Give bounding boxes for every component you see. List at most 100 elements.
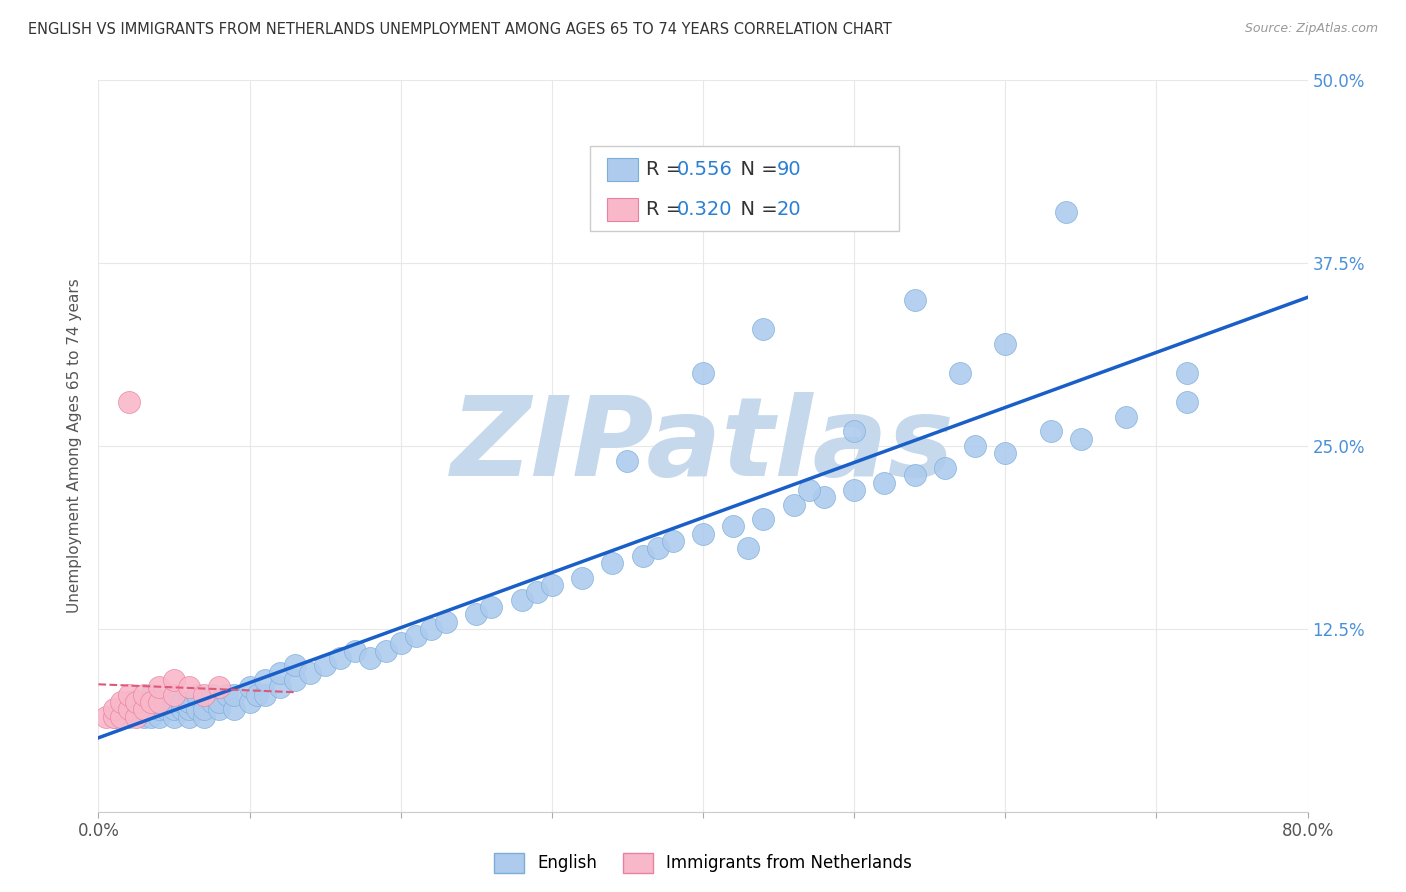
Text: 90: 90 xyxy=(778,161,801,179)
Point xyxy=(540,578,562,592)
Point xyxy=(360,651,382,665)
Point xyxy=(405,629,427,643)
Text: N =: N = xyxy=(728,161,783,179)
Point xyxy=(163,709,186,723)
Point xyxy=(571,571,593,585)
Point xyxy=(844,425,866,439)
Point xyxy=(94,709,117,723)
Point xyxy=(148,709,170,723)
Point xyxy=(239,695,262,709)
Point xyxy=(314,658,336,673)
Point xyxy=(269,681,291,695)
Point xyxy=(179,681,201,695)
Point xyxy=(132,709,155,723)
Text: ENGLISH VS IMMIGRANTS FROM NETHERLANDS UNEMPLOYMENT AMONG AGES 65 TO 74 YEARS CO: ENGLISH VS IMMIGRANTS FROM NETHERLANDS U… xyxy=(28,22,891,37)
Point xyxy=(1070,432,1092,446)
Point xyxy=(723,519,745,533)
Point xyxy=(215,688,238,702)
Point xyxy=(737,541,759,556)
Point xyxy=(434,615,457,629)
Point xyxy=(253,673,276,687)
Point xyxy=(616,453,638,467)
Point xyxy=(110,709,132,723)
Point xyxy=(193,688,215,702)
Point xyxy=(132,695,155,709)
Text: 0.556: 0.556 xyxy=(678,161,733,179)
Point xyxy=(246,688,269,702)
Point xyxy=(148,695,170,709)
Point xyxy=(994,336,1017,351)
Point xyxy=(118,395,141,409)
Text: ZIPatlas: ZIPatlas xyxy=(451,392,955,500)
Y-axis label: Unemployment Among Ages 65 to 74 years: Unemployment Among Ages 65 to 74 years xyxy=(67,278,83,614)
Point xyxy=(118,702,141,716)
Point xyxy=(201,688,224,702)
Point xyxy=(103,702,125,716)
Point xyxy=(510,592,533,607)
Point xyxy=(125,695,148,709)
Point xyxy=(163,695,186,709)
Text: Source: ZipAtlas.com: Source: ZipAtlas.com xyxy=(1244,22,1378,36)
Point xyxy=(103,709,125,723)
Point xyxy=(481,599,503,614)
Point xyxy=(208,702,231,716)
Point xyxy=(299,665,322,680)
Point xyxy=(208,681,231,695)
Point xyxy=(1039,425,1062,439)
Point xyxy=(752,512,775,526)
Point xyxy=(904,468,927,483)
Text: R =: R = xyxy=(647,200,689,219)
Point xyxy=(752,322,775,336)
Point xyxy=(118,709,141,723)
Point xyxy=(103,709,125,723)
Text: R =: R = xyxy=(647,161,689,179)
Point xyxy=(141,695,163,709)
Point xyxy=(148,681,170,695)
Point xyxy=(186,688,208,702)
Text: N =: N = xyxy=(728,200,783,219)
Point xyxy=(110,695,132,709)
Point xyxy=(125,709,148,723)
Point xyxy=(141,688,163,702)
Point xyxy=(208,695,231,709)
Point xyxy=(647,541,669,556)
Text: 20: 20 xyxy=(778,200,801,219)
Point xyxy=(904,293,927,307)
Point xyxy=(224,688,246,702)
Point xyxy=(253,688,276,702)
Point xyxy=(844,483,866,497)
Point xyxy=(797,483,820,497)
Point xyxy=(602,556,624,570)
Point xyxy=(186,702,208,716)
Point xyxy=(170,702,193,716)
Point xyxy=(344,644,367,658)
Point xyxy=(873,475,896,490)
Point xyxy=(163,702,186,716)
Point xyxy=(389,636,412,650)
Point xyxy=(1115,409,1137,424)
Point xyxy=(179,695,201,709)
Point xyxy=(934,461,956,475)
Point xyxy=(155,695,177,709)
Point xyxy=(118,695,141,709)
Point xyxy=(155,702,177,716)
Point xyxy=(631,549,654,563)
Point xyxy=(148,695,170,709)
Point xyxy=(239,681,262,695)
Point xyxy=(179,709,201,723)
Point xyxy=(201,695,224,709)
Point xyxy=(661,534,683,549)
Point xyxy=(692,526,714,541)
Point xyxy=(132,702,155,716)
Point xyxy=(465,607,488,622)
Text: 0.320: 0.320 xyxy=(678,200,733,219)
Point xyxy=(692,366,714,380)
Point xyxy=(965,439,987,453)
Point xyxy=(374,644,396,658)
Point xyxy=(179,702,201,716)
Point xyxy=(132,702,155,716)
Point xyxy=(163,673,186,687)
Point xyxy=(783,498,806,512)
Point xyxy=(125,695,148,709)
Point xyxy=(1054,205,1077,219)
